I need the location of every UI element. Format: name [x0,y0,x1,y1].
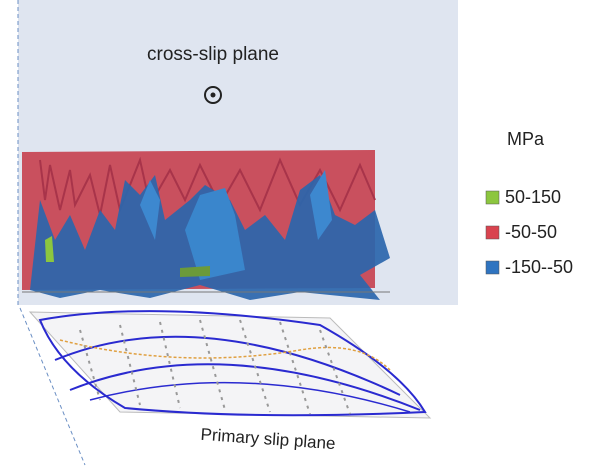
legend: 50-150 -50-50 -150--50 [486,187,573,277]
legend-label: -150--50 [505,257,573,277]
legend-title: MPa [507,129,545,149]
figure: cross-slip plane Primary slip plane MPa … [0,0,610,469]
out-of-plane-dot [211,93,216,98]
legend-swatch [486,261,499,274]
legend-label: -50-50 [505,222,557,242]
slip-plane [30,311,430,418]
top-label: cross-slip plane [147,44,279,65]
legend-label: 50-150 [505,187,561,207]
bottom-label: Primary slip plane [200,425,336,453]
legend-swatch [486,226,499,239]
legend-swatch [486,191,499,204]
stress-surface [22,150,390,300]
